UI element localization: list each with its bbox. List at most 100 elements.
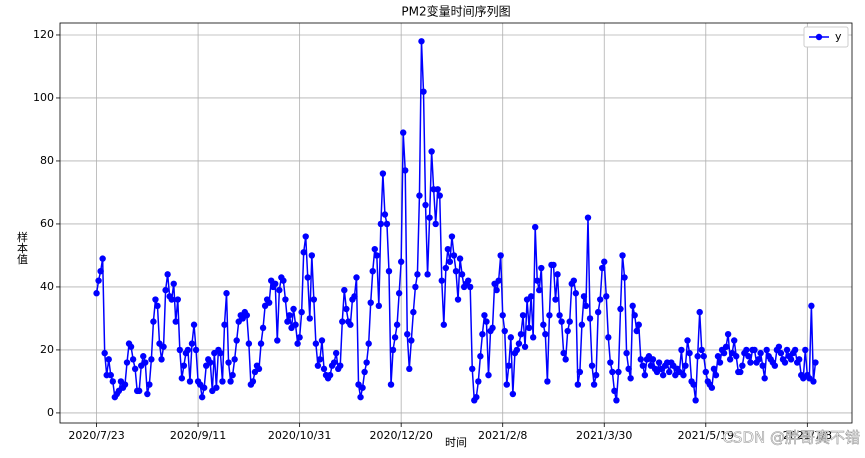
data-point (192, 346, 200, 354)
data-point (627, 375, 634, 382)
data-point (150, 318, 157, 325)
data-point (477, 353, 484, 360)
data-point (424, 271, 431, 278)
data-point (442, 264, 450, 272)
data-point (395, 290, 403, 297)
data-point (97, 267, 104, 275)
data-point (452, 267, 460, 275)
data-point (771, 362, 779, 369)
data-point (397, 258, 405, 265)
data-point (540, 321, 547, 328)
data-point (743, 346, 750, 354)
data-point (432, 220, 439, 228)
y-tick-label: 100 (33, 91, 54, 104)
data-point (121, 381, 129, 388)
data-point (536, 286, 543, 294)
data-point (586, 315, 594, 322)
data-point (558, 318, 565, 325)
data-point (619, 252, 626, 259)
data-point (808, 302, 815, 310)
data-point (517, 330, 525, 338)
data-point (152, 296, 159, 303)
data-point (639, 362, 647, 369)
data-point (666, 368, 673, 376)
chart-title: PM2变量时间序列图 (401, 4, 510, 19)
data-point (351, 293, 358, 300)
data-point (515, 340, 523, 347)
data-point (489, 324, 496, 332)
y-tick-label: 60 (40, 217, 54, 230)
data-point (444, 245, 452, 253)
data-point (249, 378, 257, 385)
data-point (564, 327, 571, 335)
data-point (560, 349, 567, 357)
data-point (229, 371, 236, 379)
data-point (791, 346, 799, 354)
data-point (544, 378, 551, 385)
data-point (525, 324, 533, 332)
data-point (694, 353, 701, 360)
data-point (497, 252, 504, 259)
data-point (312, 340, 320, 347)
data-point (99, 255, 106, 262)
data-point (406, 365, 413, 373)
data-point (379, 170, 387, 177)
data-point (621, 274, 628, 281)
data-point (649, 356, 657, 363)
data-point (684, 337, 691, 344)
data-point (680, 371, 687, 379)
data-point (367, 299, 374, 306)
data-point (436, 192, 443, 199)
data-point (174, 296, 181, 303)
data-point (389, 346, 397, 354)
data-point (172, 318, 179, 325)
data-point (708, 384, 716, 391)
data-point (696, 308, 703, 316)
data-point (361, 368, 368, 376)
data-point (274, 337, 281, 344)
data-point (310, 296, 318, 303)
data-point (747, 359, 754, 366)
data-point (588, 362, 596, 369)
data-point (408, 337, 415, 344)
data-point (464, 277, 472, 284)
data-point (428, 148, 435, 155)
data-point (400, 129, 407, 136)
data-point (343, 305, 350, 313)
data-point (416, 192, 423, 199)
data-point (532, 223, 539, 231)
data-point (255, 365, 263, 373)
data-point (282, 296, 289, 303)
data-point (385, 267, 393, 275)
data-point (469, 365, 476, 373)
data-point (686, 349, 693, 357)
data-point (775, 343, 783, 350)
data-point (796, 356, 803, 363)
data-point (339, 318, 346, 325)
data-point (365, 340, 372, 347)
data-point (164, 271, 171, 278)
data-point (127, 343, 135, 350)
data-point (503, 381, 510, 388)
data-point (609, 368, 616, 376)
data-point (637, 356, 644, 363)
data-point (363, 359, 370, 366)
data-point (607, 359, 614, 366)
data-point (456, 255, 464, 262)
data-point (369, 267, 376, 275)
data-point (304, 274, 311, 281)
data-point (146, 381, 153, 388)
data-point (739, 362, 746, 369)
x-tick-label: 2021/3/30 (576, 429, 632, 442)
data-point (296, 334, 303, 341)
data-point (787, 356, 795, 363)
data-point (207, 359, 214, 366)
data-point (611, 387, 618, 395)
data-point (357, 393, 364, 401)
data-point (284, 318, 291, 325)
data-point (714, 353, 722, 360)
data-point (233, 337, 240, 344)
data-point (534, 277, 541, 284)
data-point (546, 312, 553, 319)
data-point (475, 378, 482, 385)
